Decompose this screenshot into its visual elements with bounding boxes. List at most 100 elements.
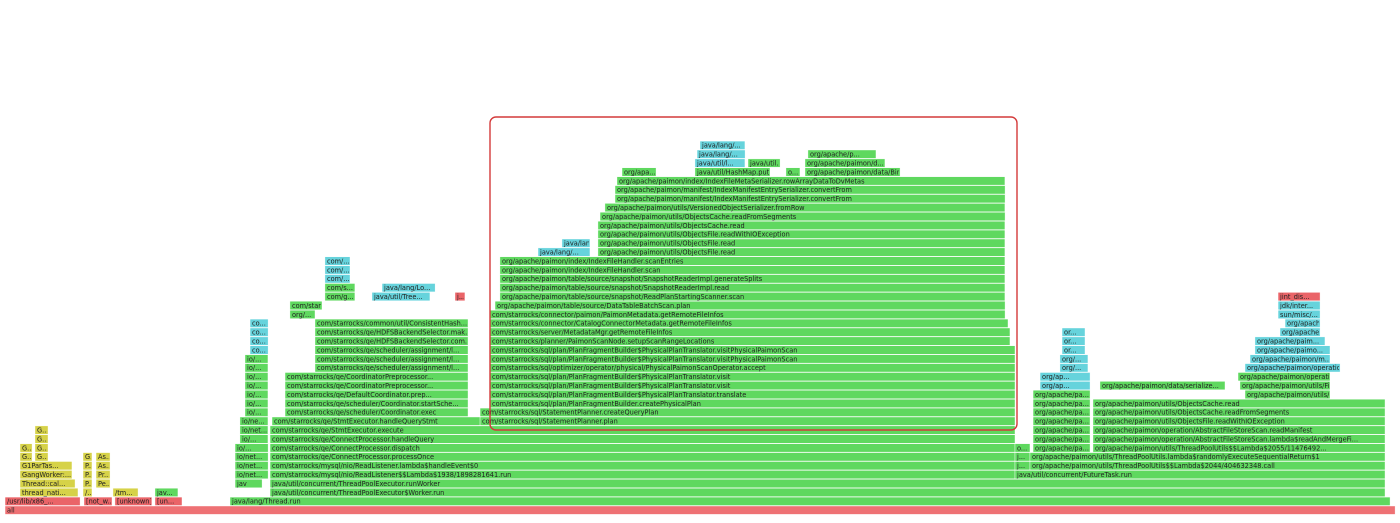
frame: [1032, 407, 1091, 417]
frame: [234, 443, 269, 453]
frame: [1244, 390, 1331, 399]
frame-label: org/apache/paimon/utils/ObjectsFile.read…: [1095, 418, 1285, 426]
frame-label: org/...: [1062, 364, 1081, 372]
frame-label: Pr...: [98, 471, 110, 479]
frame: [1032, 416, 1091, 426]
frame-label: org/apache/p...: [1282, 329, 1332, 337]
frame: [244, 390, 269, 399]
frame-label: Pe...: [98, 480, 112, 488]
frame-label: com/starrocks/connector/paimon/PaimonMet…: [492, 311, 724, 319]
frame-label: org/apache/pa...: [1035, 418, 1089, 426]
frame-label: com/starrocks/qe/ConnectProcessor.dispat…: [272, 444, 420, 452]
frame: [1032, 425, 1091, 435]
frame: [1277, 301, 1321, 310]
frame-label: com/starrocks/sql/optimizer/operator/phy…: [492, 364, 766, 372]
frame-label: io/ne...: [242, 418, 265, 426]
frame: [381, 283, 436, 293]
frame: [694, 167, 771, 177]
frame-label: io/...: [247, 409, 261, 417]
frame: [269, 488, 1386, 497]
frame: [807, 149, 877, 159]
frame-label: o...: [788, 168, 798, 176]
frame-label: org/apache/paimon/utils/ObjectsCache.rea…: [1095, 400, 1240, 408]
frame-label: com/starrocks/sql/StatementPlanner.plan: [482, 418, 618, 426]
frame: [82, 488, 93, 497]
frame-label: org/apache/pa...: [1035, 444, 1089, 452]
frame-label: com/starrocks/qe/scheduler/Coordinator.e…: [287, 409, 437, 417]
frame-label: com/starrocks/qe/HDFSBackendSelector.com…: [317, 338, 471, 346]
frame-label: org/apache/pa...: [1035, 435, 1089, 443]
frame: [284, 372, 469, 382]
frame: [1279, 327, 1321, 337]
frame-label: org/apache/paimon/utils/VersionedObjectS…: [607, 204, 805, 212]
frame-label: com/starrocks/mysql/nio/ReadListener$$La…: [272, 471, 511, 479]
frame-label: io/...: [247, 382, 261, 390]
frame-label: org/apache/paimon/operation/AbstractFile…: [1095, 427, 1313, 435]
frame: [83, 496, 113, 506]
frame-label: G...: [37, 427, 48, 435]
frame-label: io/...: [247, 355, 261, 363]
frame: [82, 479, 93, 488]
frame-label: org/apache/paimon/index/IndexFileHandler…: [502, 257, 684, 265]
frame-label: java/util...: [749, 160, 783, 168]
frame: [95, 452, 111, 462]
frame-label: com/starrocks/planner/PaimonScanNode.set…: [492, 338, 715, 346]
frame-label: org/ap...: [1042, 382, 1070, 390]
frame: [499, 292, 1006, 301]
frame: [599, 212, 1006, 221]
frame: [229, 496, 1391, 506]
frame-label: org/apache/paimon/utils/ThreadPoolUtils.…: [1032, 453, 1320, 461]
frame-label: com/s...: [327, 284, 353, 292]
frame-label: org/apache/pa...: [1035, 409, 1089, 417]
frame: [494, 301, 1006, 310]
frame-label: java/lang/...: [563, 240, 603, 248]
frame-label: io/...: [247, 364, 261, 372]
frame: [1092, 425, 1386, 435]
frame: [234, 470, 269, 479]
frame-label: org/apache/paimon/d...: [807, 160, 884, 168]
frame: [19, 470, 73, 479]
frame: [1099, 381, 1226, 390]
frame-label: jint_dis...: [1279, 293, 1309, 301]
frame-label: io/net...: [237, 453, 262, 461]
frame-label: com/starrocks/qe/scheduler/assignment/l.…: [317, 346, 459, 354]
frame-label: Thread::cal...: [21, 480, 65, 488]
frame-label: com/starrocks/qe/DefaultCoordinator.prep…: [287, 391, 432, 399]
frame-label: G...: [37, 435, 48, 443]
frame-label: As...: [98, 453, 112, 461]
frame: [804, 158, 886, 168]
frame: [1277, 310, 1321, 319]
frame-label: com/starrocks/sql/plan/PlanFragmentBuild…: [492, 391, 746, 399]
frame: [244, 363, 269, 373]
frame-label: java/util/Tree...: [373, 293, 423, 301]
frame: [95, 479, 111, 488]
frame: [284, 390, 469, 399]
frame: [616, 176, 1006, 186]
frame: [747, 158, 781, 168]
frame: [249, 336, 269, 346]
frame: [1039, 372, 1091, 382]
frame: [1092, 416, 1386, 426]
frame-label: java/util/concurrent/ThreadPoolExecutor$…: [271, 489, 444, 497]
frame-label: G1ParTas...: [22, 462, 58, 470]
frame-label: io/net...: [242, 427, 267, 435]
frame-label: org/apache/paimo...: [1257, 346, 1323, 354]
frame: [19, 461, 73, 471]
frame-label: /tm...: [115, 489, 133, 497]
frame: [454, 292, 466, 301]
frame: [234, 452, 269, 462]
frame: [1061, 336, 1086, 346]
frame-label: org/apache/paimon/utils/ObjectsFile.read: [600, 240, 735, 248]
frame-label: co...: [252, 346, 266, 354]
frame: [1284, 318, 1321, 328]
frame-label: j...: [1016, 453, 1025, 461]
frame: [269, 434, 1016, 444]
frame-label: com/starrocks/sql/plan/PlanFragmentBuild…: [492, 346, 797, 354]
frame-label: java/util/concurrent/FutureTask.run: [1016, 471, 1132, 479]
frame-label: org/apache/paimon/manifest/IndexManifest…: [617, 186, 852, 194]
frame-label: org/apache/pa...: [1035, 400, 1089, 408]
frame: [537, 247, 591, 257]
frame-label: com/...: [327, 266, 350, 274]
frame: [499, 283, 1006, 293]
